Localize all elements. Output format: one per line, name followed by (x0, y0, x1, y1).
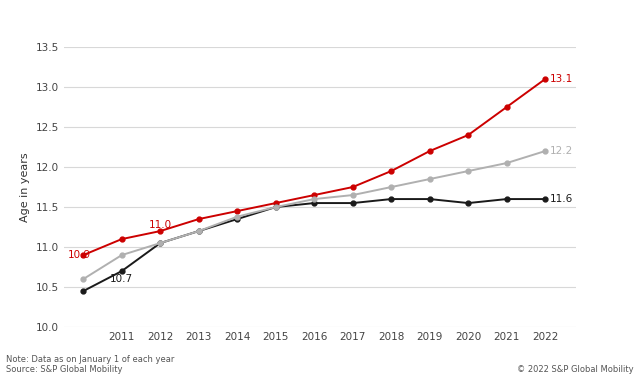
Text: Note: Data as on January 1 of each year
Source: S&P Global Mobility: Note: Data as on January 1 of each year … (6, 355, 175, 374)
Text: Average age by vehicle type: Average age by vehicle type (8, 13, 230, 27)
Text: 11.0: 11.0 (148, 220, 172, 230)
Text: 12.2: 12.2 (550, 146, 573, 156)
Text: 11.6: 11.6 (550, 194, 573, 204)
Text: © 2022 S&P Global Mobility: © 2022 S&P Global Mobility (517, 365, 634, 374)
Y-axis label: Age in years: Age in years (20, 152, 30, 222)
Text: 10.9: 10.9 (68, 250, 91, 260)
Text: 13.1: 13.1 (550, 74, 573, 84)
Text: 10.7: 10.7 (110, 274, 133, 284)
